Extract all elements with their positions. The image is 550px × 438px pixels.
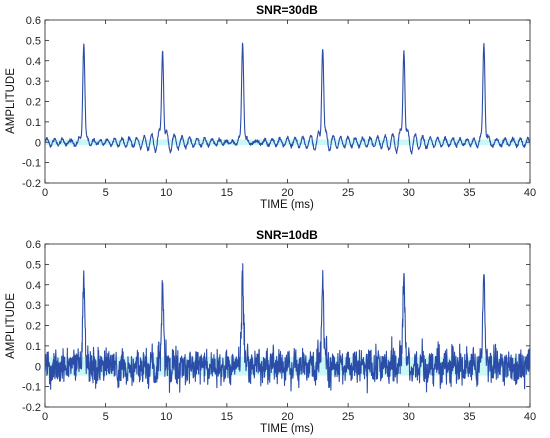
x-tick-label: 15	[221, 411, 233, 423]
x-tick-label: 30	[403, 187, 415, 199]
chart-panel-snr10: SNR=10dB AMPLITUDE TIME (ms) 0 5 10 15 20 25 3…	[5, 228, 536, 435]
y-axis-label: AMPLITUDE	[5, 293, 17, 359]
y-tick-label: 0	[35, 361, 41, 373]
y-tick-label: 0.4	[26, 280, 41, 292]
x-tick-label: 40	[524, 187, 536, 199]
x-tick-label: 35	[463, 411, 475, 423]
x-tick-label: 10	[160, 411, 172, 423]
noise-band	[45, 139, 530, 146]
x-tick-label: 0	[42, 187, 48, 199]
x-tick-label: 35	[463, 187, 475, 199]
plot-area	[44, 42, 531, 155]
y-tick-label: 0.6	[26, 15, 41, 27]
y-tick-label: -0.1	[22, 382, 41, 394]
x-tick-label: 20	[281, 187, 293, 199]
x-tick-label: 15	[221, 187, 233, 199]
axis-ticks: 0 5 10 15 20 25 30 35 40 -0.2 -0.1 0 0.1 0.2 0.3 0.4 0.5…	[22, 15, 536, 199]
y-tick-label: -0.2	[22, 402, 41, 414]
y-tick-label: 0.3	[26, 300, 41, 312]
x-axis-label: TIME (ms)	[260, 199, 314, 211]
noise-band-fill	[45, 139, 530, 146]
x-tick-label: 25	[342, 187, 354, 199]
y-tick-label: -0.1	[22, 158, 41, 170]
y-tick-label: 0.6	[26, 239, 41, 251]
y-tick-label: 0.5	[26, 259, 41, 271]
x-tick-label: 5	[103, 187, 109, 199]
y-tick-label: 0.4	[26, 56, 41, 68]
chart-title: SNR=30dB	[256, 3, 318, 17]
x-tick-label: 0	[42, 411, 48, 423]
y-tick-label: 0.3	[26, 76, 41, 88]
x-axis-label: TIME (ms)	[260, 423, 314, 435]
y-tick-label: 0.2	[26, 321, 41, 333]
y-tick-label: 0.1	[26, 117, 41, 129]
x-tick-label: 30	[403, 411, 415, 423]
x-tick-label: 10	[160, 187, 172, 199]
y-axis-label: AMPLITUDE	[5, 68, 17, 134]
axes-frame	[44, 19, 531, 184]
x-tick-label: 40	[524, 411, 536, 423]
y-tick-label: 0	[35, 137, 41, 149]
plot-area	[44, 263, 531, 394]
y-tick-label: 0.5	[26, 35, 41, 47]
x-tick-label: 25	[342, 411, 354, 423]
chart-panel-snr30: SNR=30dB AMPLITUDE TIME (ms) 0 5 10 15 20 25 3…	[5, 3, 536, 211]
chart-title: SNR=10dB	[256, 228, 318, 242]
x-tick-label: 20	[281, 411, 293, 423]
y-tick-label: -0.2	[22, 178, 41, 190]
x-tick-label: 5	[103, 411, 109, 423]
y-tick-label: 0.2	[26, 97, 41, 109]
y-tick-label: 0.1	[26, 341, 41, 353]
signal-line	[44, 42, 531, 155]
axis-ticks: 0 5 10 15 20 25 30 35 40 -0.2 -0.1 0 0.1 0.2 0.3 0.4 0.5…	[22, 239, 536, 423]
signal-line	[44, 263, 531, 394]
